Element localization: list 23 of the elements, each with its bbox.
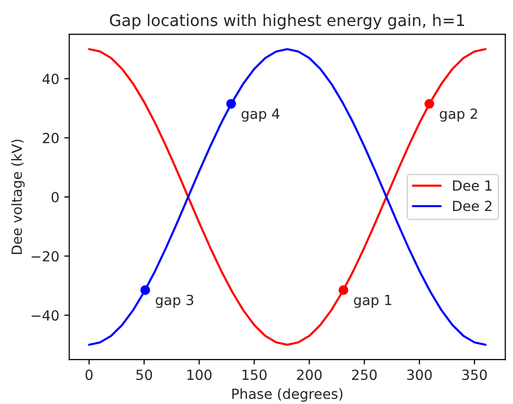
annotation: gap 4 xyxy=(242,108,280,122)
x-tick-label: 300 xyxy=(407,370,432,380)
annotation: gap 1 xyxy=(354,294,392,308)
y-tick-label: 40 xyxy=(42,74,59,84)
y-axis-title: Dee voltage (kV) xyxy=(11,140,25,254)
y-tick-label: −20 xyxy=(32,251,59,262)
x-tick-label: 200 xyxy=(297,370,322,380)
annotation: gap 3 xyxy=(156,294,194,308)
x-tick-label: 100 xyxy=(187,370,212,380)
x-axis-title: Phase (degrees) xyxy=(232,388,342,402)
x-tick-label: 0 xyxy=(86,370,93,380)
legend-label: Dee 1 xyxy=(453,180,492,191)
annotation: gap 2 xyxy=(440,108,478,122)
y-tick-label: 0 xyxy=(52,192,59,202)
x-tick-label: 150 xyxy=(242,370,267,380)
x-tick-label: 50 xyxy=(136,370,152,380)
x-tick-label: 250 xyxy=(352,370,377,380)
x-tick-label: 350 xyxy=(462,370,487,380)
y-tick-label: −40 xyxy=(32,310,59,321)
chart-title: Gap locations with highest energy gain, h=1 xyxy=(110,14,464,30)
legend-label: Dee 2 xyxy=(453,200,492,212)
line-series xyxy=(88,48,487,346)
y-tick-label: 20 xyxy=(42,132,59,144)
